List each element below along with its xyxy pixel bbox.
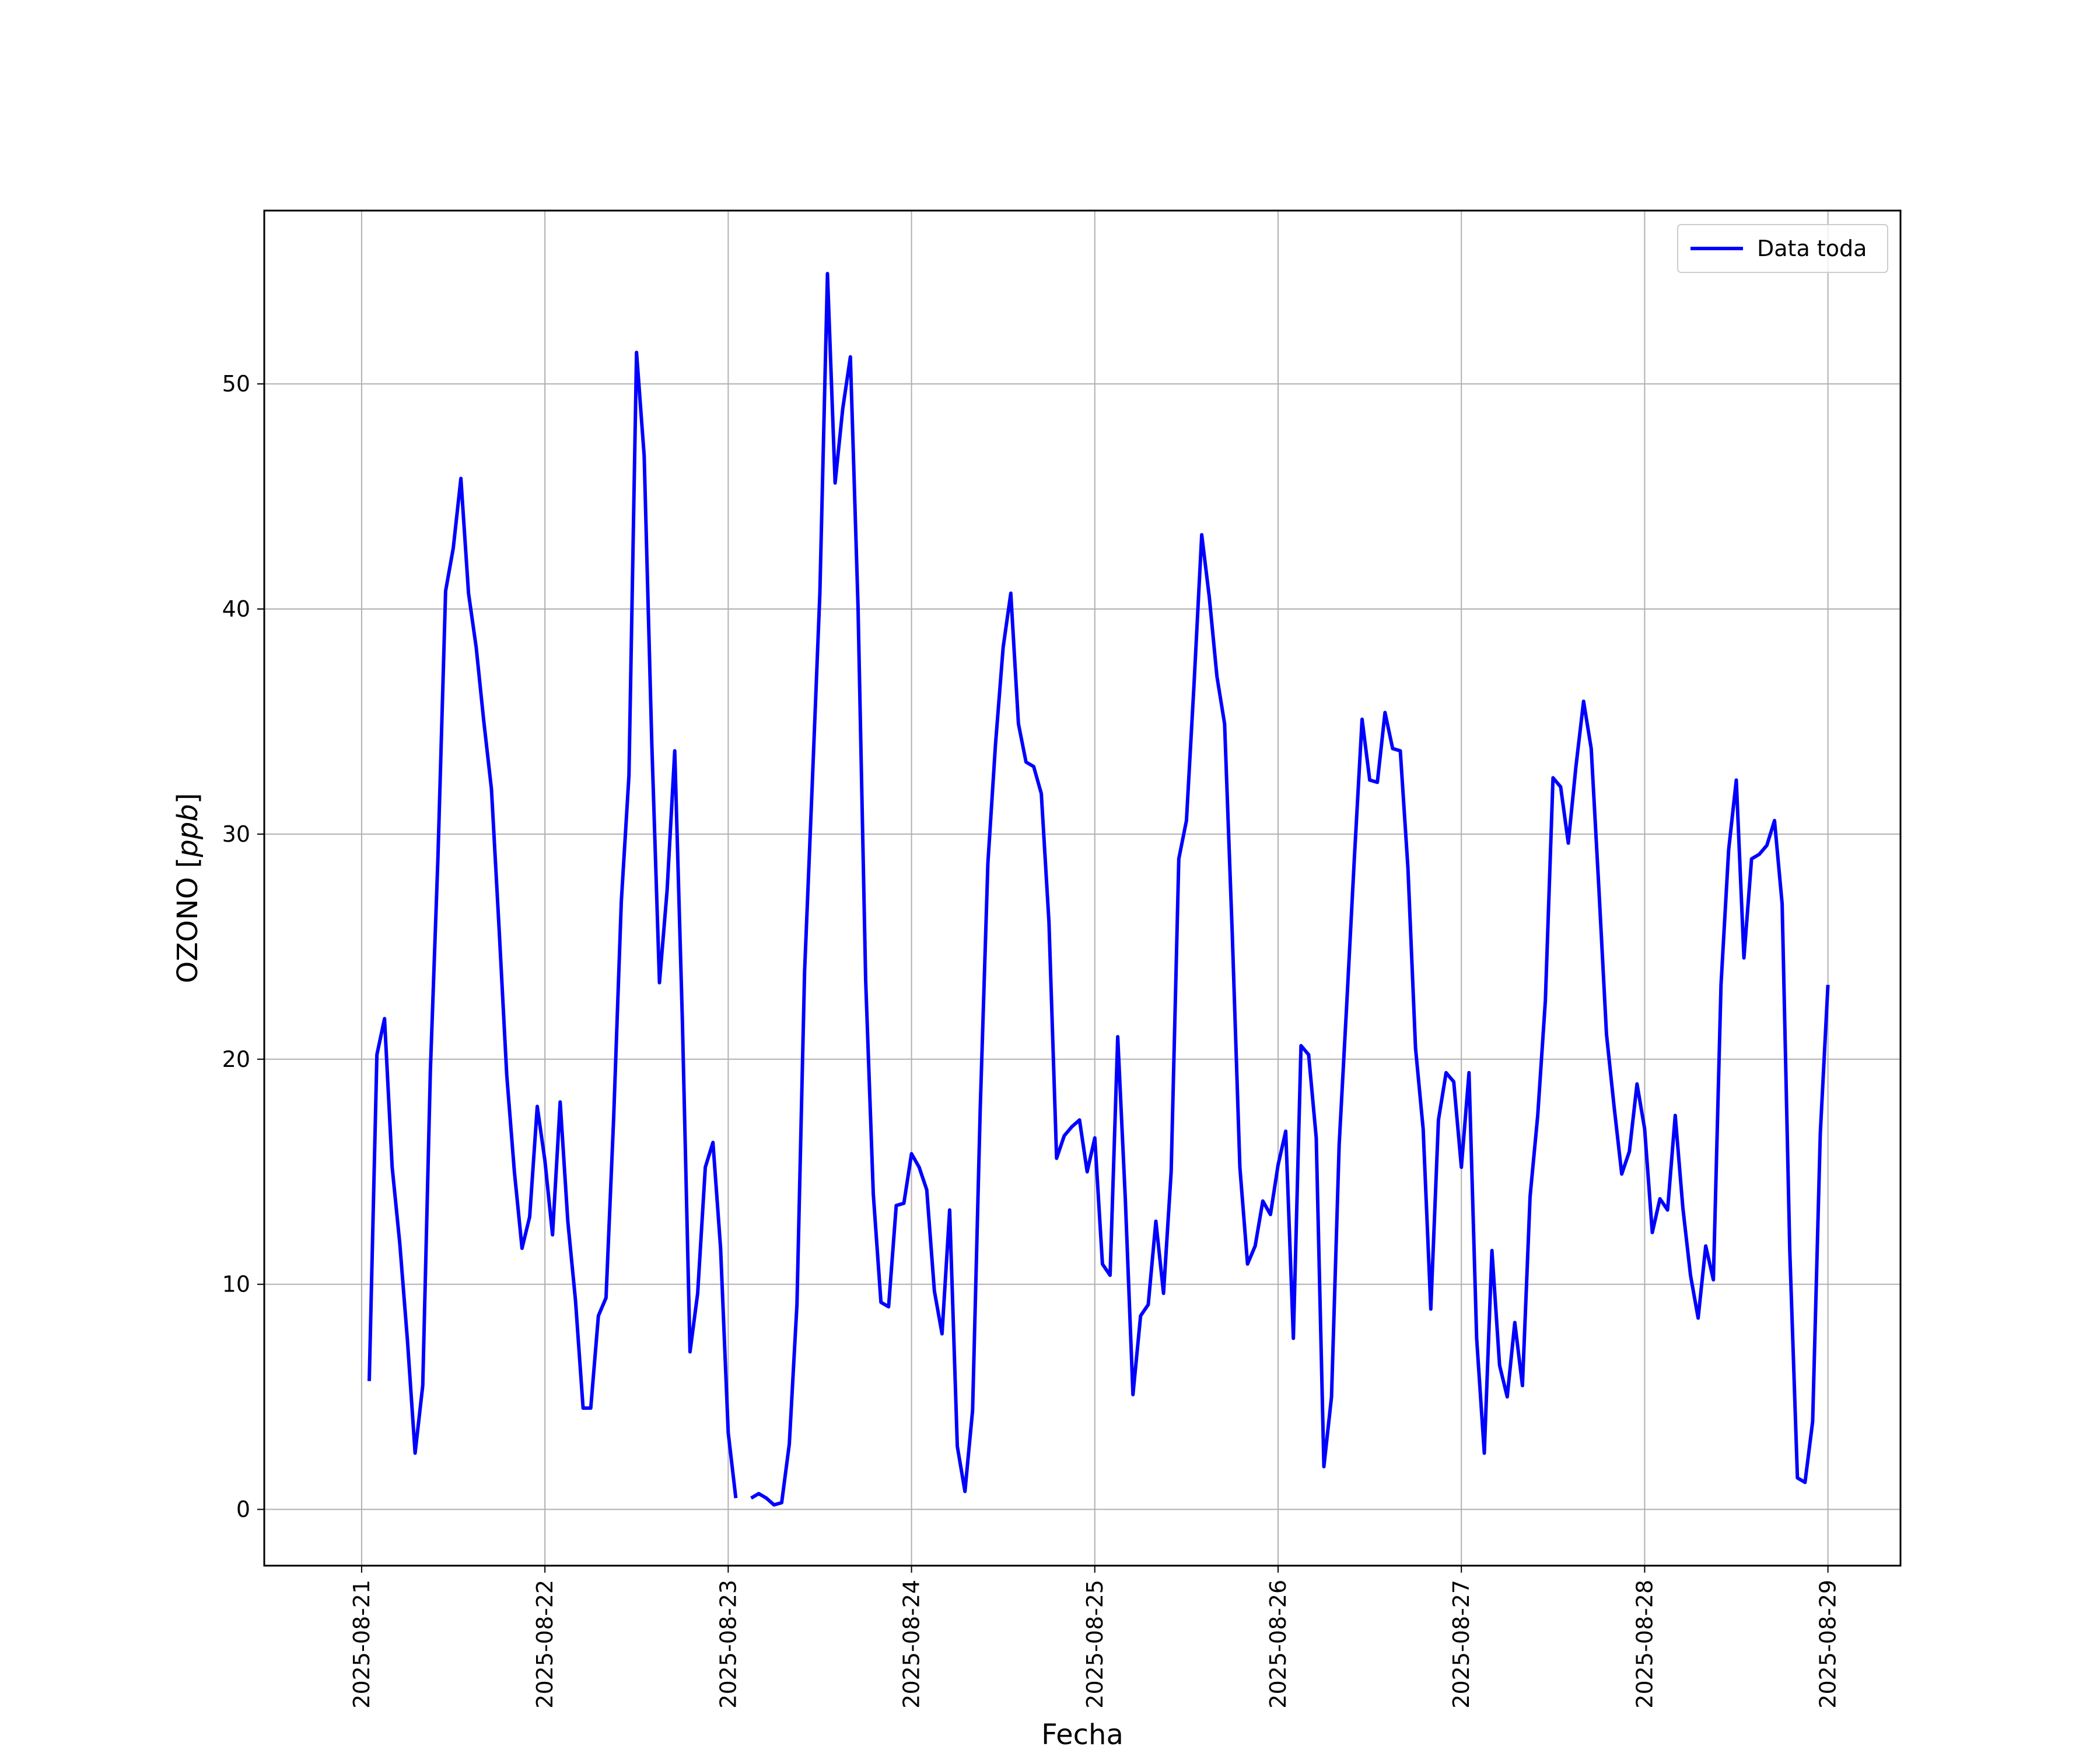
axis-ticks: 0 10 20 30 40 50 2025-08-21 2025-08-22 2025-08-2…: [222, 371, 1841, 1709]
x-tick-label: 2025-08-29: [1815, 1580, 1841, 1709]
x-tick-label: 2025-08-27: [1448, 1580, 1474, 1709]
legend-box: [1677, 224, 1888, 273]
grid-lines: [264, 211, 1901, 1566]
y-axis-label-text: OZONO [: [172, 858, 204, 984]
y-axis-label: OZONO [ppb]: [172, 793, 204, 983]
y-tick-label: 50: [222, 371, 250, 397]
x-axis-label: Fecha: [1041, 1718, 1124, 1750]
series-line-data-toda: [368, 351, 738, 1499]
x-tick-label: 2025-08-26: [1265, 1580, 1291, 1709]
x-tick-label: 2025-08-24: [899, 1580, 925, 1709]
legend: Data toda: [1677, 224, 1888, 273]
x-tick-label: 2025-08-21: [349, 1580, 374, 1709]
y-tick-label: 30: [222, 821, 250, 847]
y-tick-label: 0: [236, 1497, 250, 1522]
y-axis-label-unit: ppb: [172, 804, 204, 858]
series-line-data-toda: [750, 272, 1830, 1507]
y-tick-label: 20: [222, 1046, 250, 1072]
x-tick-label: 2025-08-28: [1632, 1580, 1657, 1709]
plot-frame: [263, 209, 1902, 1567]
x-tick-label: 2025-08-23: [715, 1580, 741, 1709]
y-tick-label: 10: [222, 1272, 250, 1297]
y-axis-label-close: ]: [172, 793, 204, 804]
x-tick-label: 2025-08-25: [1082, 1580, 1108, 1709]
series-layer: [368, 272, 1830, 1507]
legend-label-data-toda: Data toda: [1757, 236, 1867, 261]
x-tick-label: 2025-08-22: [532, 1580, 558, 1709]
y-tick-label: 40: [222, 596, 250, 622]
